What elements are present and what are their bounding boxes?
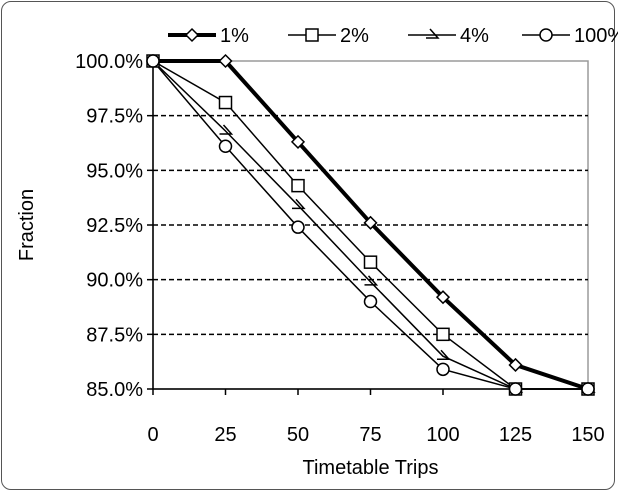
y-tick-label-1: 87.5% bbox=[86, 324, 143, 346]
legend-marker-3 bbox=[539, 28, 553, 42]
legend-marker-0 bbox=[184, 27, 200, 43]
y-tick-label-5: 97.5% bbox=[86, 106, 143, 128]
y-tick-label-3: 92.5% bbox=[86, 215, 143, 237]
series-1-point-1 bbox=[218, 95, 233, 110]
y-tick-label-4: 95.0% bbox=[86, 160, 143, 182]
series-3-point-3 bbox=[363, 294, 378, 309]
series-3-point-0 bbox=[146, 54, 160, 68]
legend-label-1: 2% bbox=[340, 25, 369, 47]
legend-label-0: 1% bbox=[220, 25, 249, 47]
x-tick-label-1: 25 bbox=[214, 424, 236, 446]
series-1-point-4 bbox=[436, 327, 450, 342]
series-0-point-3 bbox=[363, 215, 378, 230]
series-2-point-1 bbox=[219, 124, 234, 135]
series-3-point-1 bbox=[218, 139, 233, 154]
series-3-point-6 bbox=[581, 382, 595, 396]
legend-label-2: 4% bbox=[460, 25, 489, 47]
series-2-point-3 bbox=[364, 275, 379, 286]
x-tick-label-6: 150 bbox=[571, 424, 604, 446]
legend-marker-2 bbox=[426, 28, 440, 39]
x-tick-label-4: 100 bbox=[426, 424, 459, 446]
x-tick-label-0: 0 bbox=[147, 424, 158, 446]
series-2-point-2 bbox=[292, 198, 306, 210]
legend-label-3: 100% bbox=[574, 25, 618, 47]
series-0-point-1 bbox=[218, 53, 233, 69]
series-1-point-2 bbox=[291, 178, 305, 193]
x-tick-label-2: 50 bbox=[287, 424, 309, 446]
y-tick-label-0: 85.0% bbox=[86, 379, 143, 401]
series-3-point-4 bbox=[436, 362, 450, 377]
series-0-point-5 bbox=[508, 357, 523, 373]
y-tick-label-6: 100.0% bbox=[75, 51, 143, 73]
legend-marker-1 bbox=[305, 28, 319, 42]
y-axis-title: Fraction bbox=[16, 189, 38, 261]
x-tick-label-5: 125 bbox=[499, 424, 532, 446]
x-tick-label-3: 75 bbox=[359, 424, 381, 446]
series-3-point-2 bbox=[291, 220, 305, 234]
series-1-point-3 bbox=[363, 255, 378, 269]
series-2-point-4 bbox=[437, 349, 451, 360]
series-0-point-4 bbox=[435, 290, 451, 305]
series-3-point-5 bbox=[508, 382, 523, 396]
series-0-point-2 bbox=[290, 134, 306, 149]
x-axis-title: Timetable Trips bbox=[303, 457, 439, 479]
y-tick-label-2: 90.0% bbox=[86, 270, 143, 292]
